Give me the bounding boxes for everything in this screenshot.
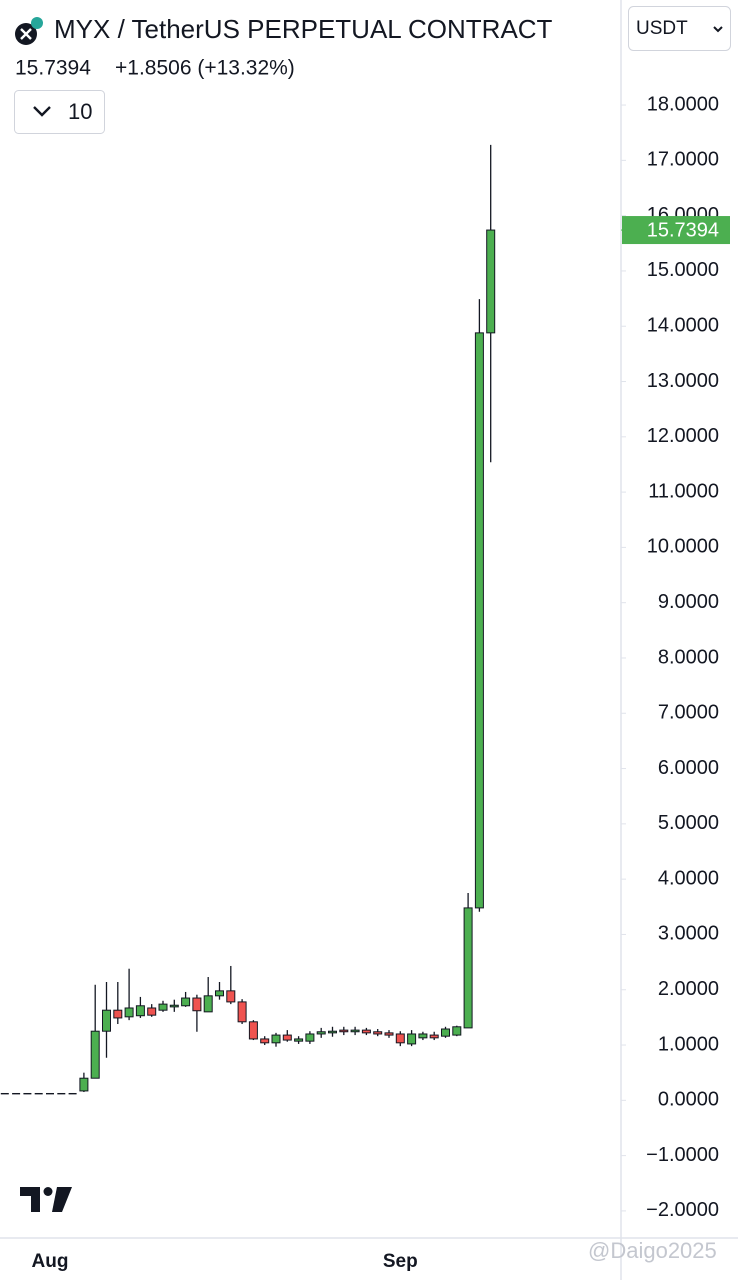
candle-body bbox=[203, 995, 213, 1013]
y-tick-label: 4.0000 bbox=[658, 867, 719, 889]
candle-body bbox=[271, 1034, 281, 1044]
candle-body bbox=[34, 1092, 43, 1095]
y-tick-label: 9.0000 bbox=[658, 591, 719, 613]
candle-body bbox=[384, 1032, 394, 1036]
currency-value[interactable]: USDT bbox=[636, 18, 688, 39]
last-price: 15.7394 bbox=[15, 57, 91, 80]
y-tick-label: 3.0000 bbox=[658, 923, 719, 945]
y-tick-label: 11.0000 bbox=[648, 480, 719, 502]
y-tick-label: 0.0000 bbox=[658, 1089, 719, 1111]
currency-select[interactable] bbox=[628, 6, 731, 51]
candle-body bbox=[350, 1029, 360, 1033]
candle-body bbox=[158, 1003, 168, 1011]
candle-body bbox=[181, 997, 191, 1007]
y-tick-label: 12.0000 bbox=[647, 425, 719, 447]
y-tick-label: 17.0000 bbox=[647, 149, 719, 171]
candle-body bbox=[294, 1038, 304, 1042]
candles bbox=[0, 144, 496, 1095]
candle-body bbox=[316, 1031, 326, 1035]
candle-body bbox=[418, 1033, 428, 1039]
symbol-icon-badge bbox=[31, 17, 43, 29]
candle-body bbox=[429, 1034, 439, 1039]
y-tick-label: −1.0000 bbox=[646, 1144, 719, 1166]
candle-body bbox=[68, 1092, 77, 1095]
x-tick-label: Sep bbox=[383, 1251, 418, 1272]
price-change: +1.8506 (+13.32%) bbox=[115, 57, 295, 80]
logo-part bbox=[52, 1187, 72, 1212]
candle-body bbox=[79, 1077, 89, 1092]
logo-part bbox=[43, 1187, 53, 1196]
candle-body bbox=[124, 1007, 134, 1018]
candle-body bbox=[463, 907, 473, 1029]
candle-body bbox=[226, 990, 236, 1003]
candle-body bbox=[169, 1004, 179, 1008]
candle-body bbox=[23, 1092, 32, 1095]
candle-body bbox=[305, 1033, 315, 1042]
tradingview-logo bbox=[20, 1187, 72, 1212]
symbol-icon-glyph bbox=[20, 28, 32, 40]
y-tick-label: 1.0000 bbox=[658, 1033, 719, 1055]
chart-title: MYX / TetherUS PERPETUAL CONTRACT bbox=[54, 14, 553, 44]
candle-body bbox=[90, 1030, 100, 1079]
candle-body bbox=[237, 1001, 247, 1023]
candle-body bbox=[57, 1092, 66, 1095]
y-tick-label: 18.0000 bbox=[647, 93, 719, 115]
y-tick-label: 10.0000 bbox=[647, 536, 719, 558]
candle-body bbox=[474, 332, 484, 909]
currency-chevron bbox=[713, 26, 723, 33]
logo-part bbox=[20, 1187, 40, 1212]
candle-body bbox=[102, 1009, 111, 1032]
candle-body bbox=[147, 1007, 157, 1016]
y-tick-label: 8.0000 bbox=[658, 646, 719, 668]
y-tick-label: 7.0000 bbox=[658, 702, 719, 724]
candle-body bbox=[12, 1092, 21, 1095]
candle-body bbox=[395, 1033, 405, 1044]
candle-body bbox=[248, 1021, 258, 1040]
candle-body bbox=[361, 1029, 371, 1034]
watermark: @Daigo2025 bbox=[588, 1238, 717, 1263]
candle-body bbox=[192, 997, 202, 1012]
y-tick-label: 13.0000 bbox=[647, 370, 719, 392]
candle-body bbox=[486, 229, 496, 334]
y-tick-label: 5.0000 bbox=[658, 812, 719, 834]
y-tick-label: 15.0000 bbox=[647, 259, 719, 281]
y-tick-label: 6.0000 bbox=[658, 757, 719, 779]
candle-body bbox=[452, 1026, 462, 1036]
candle-body bbox=[215, 990, 224, 997]
interval-value[interactable]: 10 bbox=[68, 99, 92, 124]
candle-body bbox=[339, 1029, 349, 1033]
candle-body bbox=[135, 1005, 145, 1017]
candle-body bbox=[373, 1031, 383, 1035]
candle-body bbox=[328, 1030, 337, 1034]
candle-body bbox=[0, 1092, 9, 1095]
last-price-tag bbox=[622, 216, 730, 245]
interval-button[interactable] bbox=[14, 90, 105, 134]
candle-body bbox=[260, 1038, 270, 1044]
y-tick-label: 14.0000 bbox=[647, 315, 719, 337]
candle-body bbox=[113, 1009, 123, 1019]
candle-body bbox=[441, 1028, 450, 1037]
labels: 18.000017.000016.000015.000014.000013.00… bbox=[32, 93, 730, 1272]
last-price-tag-label: 15.7394 bbox=[647, 219, 719, 241]
y-tick-label: 2.0000 bbox=[658, 978, 719, 1000]
header: MYX / TetherUS PERPETUAL CONTRACT 15.739… bbox=[14, 6, 731, 134]
candle-body bbox=[46, 1092, 54, 1095]
y-tick-label: −2.0000 bbox=[646, 1199, 719, 1221]
interval-chevron bbox=[33, 106, 51, 117]
candle-body bbox=[407, 1033, 417, 1045]
x-tick-label: Aug bbox=[32, 1251, 69, 1272]
candle-body bbox=[282, 1034, 292, 1041]
